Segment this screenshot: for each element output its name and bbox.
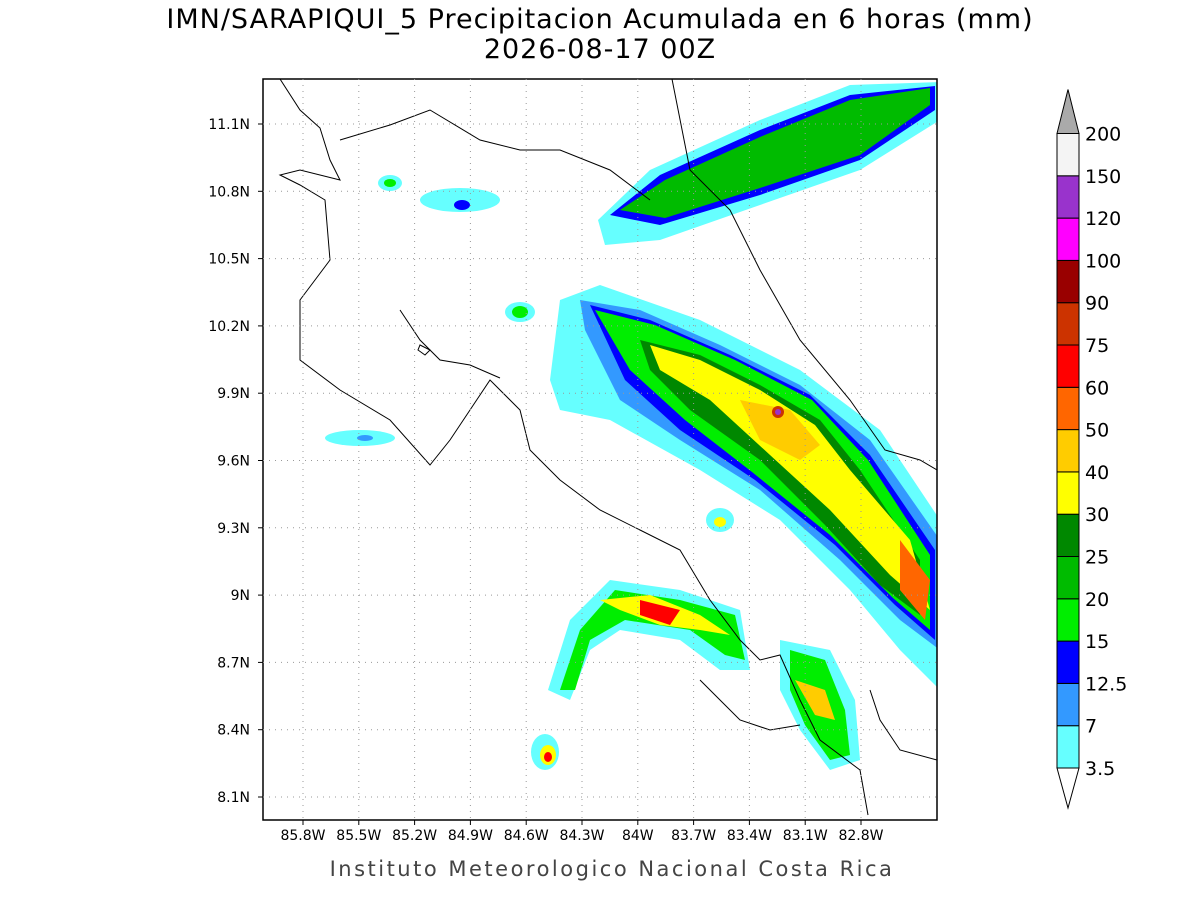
colorbar-box (1056, 344, 1080, 388)
colorbar-box (1056, 471, 1080, 515)
colorbar-box (1056, 133, 1080, 177)
lat-label: 8.7N (217, 655, 250, 671)
colorbar-box (1056, 259, 1080, 304)
lat-label: 9N (231, 588, 250, 604)
colorbar-under (1056, 767, 1080, 810)
lat-label: 9.6N (217, 454, 250, 470)
lon-label: 83.7W (671, 828, 716, 844)
colorbar-label: 120 (1085, 208, 1121, 230)
lon-label: 85.2W (392, 828, 437, 844)
colorbar-label: 7 (1085, 716, 1097, 738)
colorbar-label: 20 (1085, 589, 1109, 611)
lon-label: 85.5W (336, 828, 381, 844)
colorbar-box (1056, 217, 1080, 261)
colorbar-box (1056, 640, 1080, 684)
lon-label: 84.6W (504, 828, 549, 844)
colorbar-box (1056, 556, 1080, 600)
colorbar-box (1056, 513, 1080, 558)
colorbar-box (1056, 175, 1080, 219)
colorbar-label: 200 (1085, 124, 1121, 146)
lat-label: 8.1N (217, 790, 250, 806)
colorbar-box (1056, 302, 1080, 346)
lon-label: 82.8W (838, 828, 883, 844)
lon-label: 83.4W (727, 828, 772, 844)
lon-label: 83.1W (783, 828, 828, 844)
colorbar-label: 75 (1085, 335, 1109, 357)
title-line: IMN/SARAPIQUI_5 Precipitacion Acumulada … (166, 4, 1033, 35)
lon-label: 84.9W (448, 828, 493, 844)
colorbar-label: 25 (1085, 547, 1109, 569)
lat-label: 10.2N (208, 319, 250, 335)
colorbar-box (1056, 429, 1080, 473)
lon-label: 84.3W (559, 828, 604, 844)
colorbar-label: 60 (1085, 377, 1109, 399)
colorbar: 3.5 7 12.5 15 20 25 30 40 50 60 75 90 100 120 150 200 (1056, 89, 1127, 810)
map-area: 85.8W 85.5W 85.2W 84.9W 84.6W 84.3W 84W 83.7W 83… (208, 78, 938, 844)
colorbar-label: 30 (1085, 504, 1109, 526)
colorbar-label: 12.5 (1085, 673, 1127, 695)
map-frame (262, 78, 938, 821)
colorbar-box (1056, 725, 1080, 769)
precip-field (325, 82, 937, 770)
colorbar-label: 3.5 (1085, 758, 1115, 780)
title-line: 2026-08-17 00Z (484, 34, 716, 65)
lat-label: 11.1N (208, 117, 250, 133)
colorbar-box (1056, 682, 1080, 727)
colorbar-box (1056, 386, 1080, 431)
footer: Instituto Meteorologico Nacional Costa R… (330, 857, 895, 881)
lat-label: 9.3N (217, 521, 250, 537)
colorbar-label: 15 (1085, 631, 1109, 653)
coastline (278, 79, 937, 816)
colorbar-over (1056, 89, 1080, 134)
lat-label: 9.9N (217, 386, 250, 402)
lon-label: 85.8W (280, 828, 325, 844)
lat-label: 8.4N (217, 723, 250, 739)
lon-label: 84W (622, 828, 654, 844)
colorbar-label: 90 (1085, 293, 1109, 315)
colorbar-label: 40 (1085, 462, 1109, 484)
lat-label: 10.5N (208, 252, 250, 268)
colorbar-label: 150 (1085, 166, 1121, 188)
colorbar-label: 100 (1085, 250, 1121, 272)
lat-label: 10.8N (208, 184, 250, 200)
colorbar-box (1056, 598, 1080, 642)
colorbar-label: 50 (1085, 420, 1109, 442)
